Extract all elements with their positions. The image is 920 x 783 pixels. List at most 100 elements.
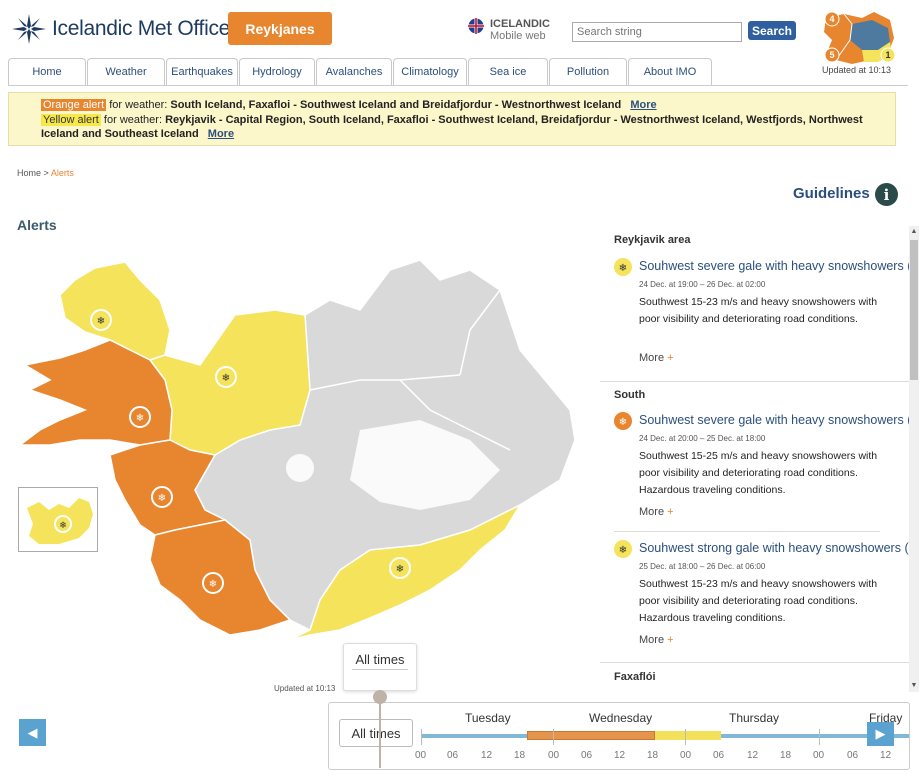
tab-climatology[interactable]: Climatology [393, 58, 467, 85]
svg-text:❄: ❄ [619, 263, 627, 274]
alert-more-link[interactable]: More + [639, 506, 674, 518]
timeline-hour: 00 [813, 750, 825, 761]
alert-more-link[interactable]: More + [639, 352, 674, 364]
svg-text:❄: ❄ [222, 373, 230, 384]
snowshower-icon: ❄ [614, 540, 632, 558]
minimap-count-orange-bottom: 5 [829, 50, 834, 60]
snowshower-icon: ❄ [614, 412, 632, 430]
tab-pollution[interactable]: Pollution [549, 58, 627, 85]
timeline-day: Thursday [729, 711, 780, 725]
map-marker-faxafloi[interactable]: ❄ [151, 486, 173, 508]
alert-title[interactable]: Souhwest severe gale with heavy snowshow… [639, 413, 909, 427]
alert-title-tail: ( [907, 259, 909, 273]
timeline-slider-handle[interactable] [373, 690, 387, 704]
alert-description: Southwest 15-25 m/s and heavy snowshower… [639, 450, 878, 496]
minimap-count-yellow: 1 [885, 50, 890, 60]
logo-text: Icelandic Met Office [52, 17, 231, 40]
imo-logo-icon [12, 14, 46, 44]
scroll-up-icon[interactable]: ▲ [910, 228, 918, 235]
svg-text:❄: ❄ [396, 564, 404, 575]
alert-description: Southwest 15-23 m/s and heavy snowshower… [639, 578, 878, 624]
map-marker-south[interactable]: ❄ [389, 557, 411, 579]
map-marker-breidafjordur[interactable]: ❄ [129, 406, 151, 428]
svg-text:❄: ❄ [97, 316, 105, 327]
yellow-alert-regions: Reykjavik - Capital Region, South Icelan… [41, 114, 863, 140]
panel-divider [600, 662, 910, 663]
timeline-day-tick [553, 729, 554, 745]
timeline-day-tick [819, 729, 820, 745]
orange-alert-prefix: for weather: [109, 99, 168, 111]
timeline-next-button[interactable]: ▶ [867, 722, 894, 746]
scroll-down-icon[interactable]: ▼ [910, 682, 918, 689]
alert-description: Southwest 15-23 m/s and heavy snowshower… [639, 296, 878, 325]
map-marker-south-west[interactable]: ❄ [202, 572, 224, 594]
search-button[interactable]: Search [748, 21, 796, 40]
map-marker-westfjords[interactable]: ❄ [90, 309, 112, 331]
svg-text:❄: ❄ [619, 545, 627, 556]
alert-title[interactable]: Souhwest strong gale with heavy snowshow… [639, 541, 909, 555]
timeline-hour: 06 [847, 750, 859, 761]
timeline-orange-period[interactable] [527, 731, 655, 740]
yellow-alert-prefix: for weather: [103, 114, 163, 126]
timeline-day: Tuesday [465, 711, 511, 725]
timeline-hour: 00 [548, 750, 560, 761]
guidelines-link[interactable]: Guidelines [793, 185, 870, 202]
map-marker-northwest[interactable]: ❄ [215, 366, 237, 388]
alert-title-tail: ( [907, 413, 909, 427]
svg-text:❄: ❄ [209, 579, 217, 590]
region-button[interactable]: Reykjanes [228, 12, 332, 45]
updated-time-header: Updated at 10:13 [822, 65, 892, 75]
alert-more-link[interactable]: More + [639, 634, 674, 646]
alert-minimap[interactable]: 4 5 1 [822, 10, 896, 66]
uk-flag-icon [468, 18, 484, 34]
map-updated-time: Updated at 10:13 [274, 684, 336, 693]
info-icon[interactable]: i [875, 183, 898, 206]
tab-about-imo[interactable]: About IMO [628, 58, 712, 85]
yellow-alert-more-link[interactable]: More [207, 128, 235, 140]
yellow-alert-tag: Yellow alert [41, 114, 101, 126]
timeline-hour: 12 [747, 750, 759, 761]
orange-alert-more-link[interactable]: More [630, 99, 657, 111]
mobile-subtitle: Mobile web [490, 30, 546, 42]
timeline-day: Friday [869, 711, 903, 725]
timeline-hour: 00 [680, 750, 692, 761]
timeline-hour: 06 [581, 750, 593, 761]
timeline-day: Wednesday [589, 711, 653, 725]
tab-earthquakes[interactable]: Earthquakes [166, 58, 238, 85]
scroll-thumb[interactable] [910, 240, 918, 380]
panel-divider [600, 381, 910, 382]
timeline-hour: 00 [415, 750, 427, 761]
timeline-day-tick [685, 729, 686, 745]
alert-title[interactable]: Souhwest severe gale with heavy snowshow… [639, 259, 909, 273]
logo[interactable]: Icelandic Met Office [12, 14, 230, 44]
alert-list-panel[interactable]: Reykjavik area ❄ Souhwest severe gale wi… [600, 226, 910, 686]
timeline[interactable]: All times Tuesday Wednesday Thursday Fri… [328, 702, 910, 770]
tab-home[interactable]: Home [8, 58, 86, 85]
tab-weather[interactable]: Weather [87, 58, 165, 85]
tab-avalanches[interactable]: Avalanches [316, 58, 392, 85]
timeline-prev-button[interactable]: ◀ [19, 719, 46, 746]
capital-region-inset[interactable]: ❄ [18, 487, 98, 552]
svg-text:❄: ❄ [158, 493, 166, 504]
timeline-hour: 06 [447, 750, 459, 761]
timeline-hour: 06 [713, 750, 725, 761]
tab-sea-ice[interactable]: Sea ice [468, 58, 548, 85]
breadcrumb-home[interactable]: Home [17, 168, 42, 178]
alert-time: 24 Dec. at 20:00 – 25 Dec. at 18:00 [639, 434, 766, 443]
svg-text:❄: ❄ [59, 520, 67, 530]
search-input[interactable] [572, 22, 742, 42]
breadcrumb-current[interactable]: Alerts [50, 168, 74, 178]
breadcrumb: Home > Alerts [17, 168, 74, 178]
orange-alert-tag: Orange alert [41, 99, 107, 111]
timeline-yellow-period[interactable] [655, 731, 721, 740]
iceland-alert-map[interactable]: ❄ ❄ ❄ ❄ ❄ ❄ [0, 240, 600, 670]
mobile-web-link[interactable]: ICELANDIC Mobile web [468, 18, 550, 42]
main-nav: Home Weather Earthquakes Hydrology Avala… [8, 58, 713, 85]
area-heading: Faxaflói [614, 671, 656, 683]
tab-hydrology[interactable]: Hydrology [239, 58, 315, 85]
area-heading: South [614, 389, 646, 401]
yellow-alert-line: Yellow alert for weather: Reykjavik - Ca… [41, 113, 889, 141]
panel-divider [614, 531, 880, 532]
panel-scrollbar[interactable]: ▲ ▼ [909, 226, 919, 692]
all-times-button[interactable]: All times [339, 719, 413, 747]
